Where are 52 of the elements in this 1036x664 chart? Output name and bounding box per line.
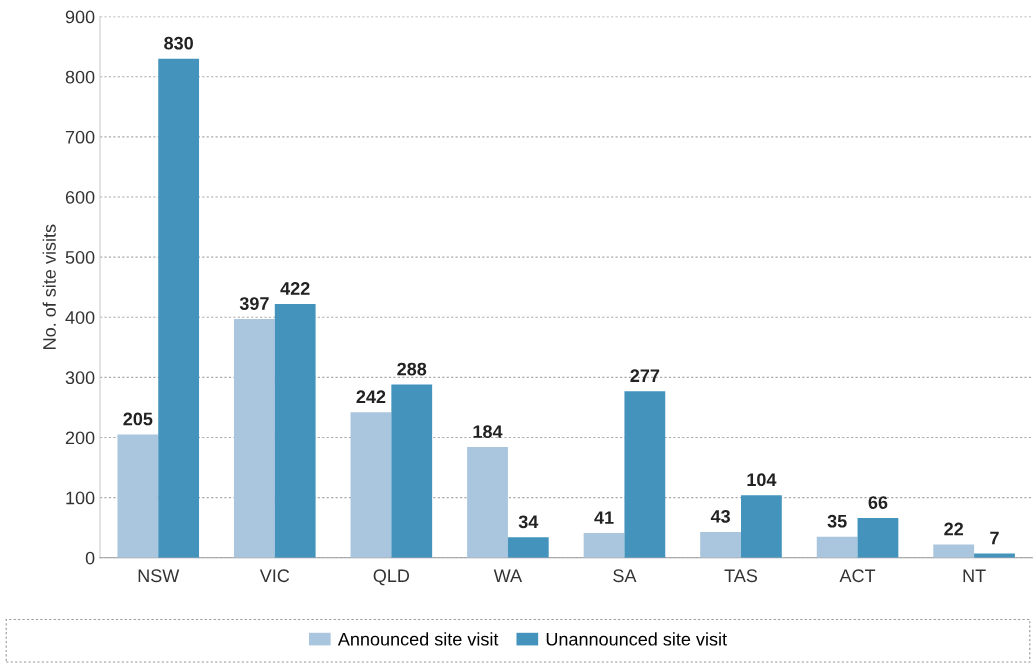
x-tick-label: TAS xyxy=(724,569,758,583)
data-label: 397 xyxy=(239,297,269,310)
y-axis-title: No. of site visits xyxy=(42,224,56,349)
bar xyxy=(467,447,508,558)
bar xyxy=(700,531,741,558)
y-tick-label: 900 xyxy=(65,10,95,24)
legend-label: Unannounced site visit xyxy=(546,632,727,646)
bar xyxy=(933,544,975,558)
y-tick-label: 600 xyxy=(65,190,95,204)
data-label: 242 xyxy=(356,390,386,403)
legend-label: Announced site visit xyxy=(337,632,499,646)
y-tick-label: 200 xyxy=(65,431,95,445)
data-label: 104 xyxy=(747,473,777,487)
data-label: 288 xyxy=(397,362,427,376)
y-tick-label: 0 xyxy=(85,551,95,565)
data-label: 205 xyxy=(123,412,153,426)
bar xyxy=(741,495,782,558)
x-tick-label: WA xyxy=(493,569,523,582)
bar xyxy=(234,319,275,558)
data-label: 66 xyxy=(868,496,888,509)
y-tick-label: 400 xyxy=(65,311,95,324)
data-label: 43 xyxy=(710,509,730,523)
y-tick-label: 500 xyxy=(65,251,95,264)
x-tick-label: QLD xyxy=(373,569,410,586)
data-label: 422 xyxy=(280,282,310,295)
bar xyxy=(624,391,666,558)
y-tick-label: 800 xyxy=(65,70,95,84)
y-tick-label: 700 xyxy=(65,130,95,144)
bar xyxy=(507,537,549,558)
data-label: 34 xyxy=(518,515,539,529)
bar xyxy=(583,533,625,558)
data-label: 184 xyxy=(473,425,503,438)
data-label: 7 xyxy=(990,531,999,545)
data-label: 277 xyxy=(630,369,660,382)
y-tick-label: 300 xyxy=(65,371,95,385)
data-label: 830 xyxy=(164,36,193,50)
data-label: 22 xyxy=(944,522,964,536)
bar xyxy=(391,384,433,558)
x-tick-label: ACT xyxy=(839,569,876,583)
data-label: 35 xyxy=(827,514,847,528)
bar xyxy=(158,58,200,558)
y-tick-label: 100 xyxy=(66,491,95,505)
x-tick-label: SA xyxy=(613,569,637,583)
data-label: 41 xyxy=(594,511,614,524)
bar xyxy=(117,434,159,558)
x-tick-label: NSW xyxy=(138,569,180,583)
bar xyxy=(816,536,858,558)
bar xyxy=(274,304,316,558)
x-tick-label: NT xyxy=(963,569,986,582)
bar xyxy=(350,412,392,558)
x-tick-label: VIC xyxy=(259,569,290,583)
bar xyxy=(857,518,899,558)
